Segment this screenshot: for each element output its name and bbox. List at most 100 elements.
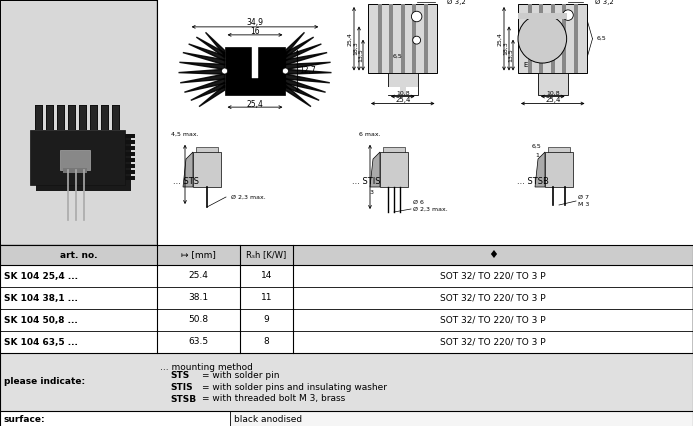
Bar <box>388 87 400 95</box>
Polygon shape <box>286 69 331 74</box>
Text: 10,8: 10,8 <box>396 91 410 96</box>
Bar <box>562 4 566 74</box>
Bar <box>91 106 97 130</box>
Text: 38.1: 38.1 <box>188 294 209 302</box>
Text: 11: 11 <box>261 294 272 302</box>
Text: SOT 32/ TO 220/ TO 3 P: SOT 32/ TO 220/ TO 3 P <box>440 271 546 280</box>
Polygon shape <box>206 32 225 55</box>
Polygon shape <box>286 62 331 69</box>
Text: 18,3: 18,3 <box>504 42 509 55</box>
Text: 25,4: 25,4 <box>347 32 353 46</box>
Text: 50.8: 50.8 <box>188 316 209 325</box>
Circle shape <box>413 36 421 44</box>
Polygon shape <box>179 69 225 74</box>
Text: 25,4: 25,4 <box>545 98 561 104</box>
Text: 25,4: 25,4 <box>395 98 410 104</box>
Text: STS: STS <box>170 371 189 380</box>
Bar <box>125 158 135 162</box>
Bar <box>1 310 692 331</box>
Text: 63.5: 63.5 <box>188 337 209 346</box>
Bar <box>80 106 86 130</box>
Bar <box>58 106 64 130</box>
Polygon shape <box>286 44 322 61</box>
Bar <box>518 13 567 19</box>
Bar <box>378 4 382 74</box>
Bar <box>125 146 135 150</box>
Text: art. no.: art. no. <box>60 250 97 259</box>
Bar <box>545 152 573 187</box>
Bar <box>196 147 218 152</box>
Polygon shape <box>191 82 225 101</box>
Polygon shape <box>286 85 311 106</box>
Text: ... STSB: ... STSB <box>517 178 549 187</box>
Text: 10,8: 10,8 <box>546 91 559 96</box>
Text: 4,5 max.: 4,5 max. <box>171 132 199 137</box>
Text: E: E <box>523 63 527 69</box>
Polygon shape <box>183 52 225 65</box>
Bar <box>125 152 135 156</box>
Text: surface:: surface: <box>4 415 46 424</box>
Bar <box>574 4 578 74</box>
Text: = with solder pin: = with solder pin <box>202 371 279 380</box>
Bar <box>1 1 156 244</box>
Polygon shape <box>286 32 304 55</box>
Bar <box>230 411 693 426</box>
Text: 18,3: 18,3 <box>353 42 358 55</box>
Bar <box>405 87 417 95</box>
Text: Ø 7: Ø 7 <box>578 195 589 199</box>
Bar <box>518 4 588 74</box>
Text: = with threaded bolt M 3, brass: = with threaded bolt M 3, brass <box>202 394 345 403</box>
Circle shape <box>412 11 422 22</box>
Bar <box>1 265 692 287</box>
Bar <box>35 105 43 130</box>
Text: 1,5: 1,5 <box>260 66 270 72</box>
Text: SK 104 63,5 ...: SK 104 63,5 ... <box>4 337 78 346</box>
Bar <box>368 4 437 74</box>
Bar <box>125 164 135 168</box>
Bar <box>0 245 693 265</box>
Bar <box>389 4 393 74</box>
Text: 13,5: 13,5 <box>358 49 364 62</box>
Text: ↦ [mm]: ↦ [mm] <box>181 250 216 259</box>
Polygon shape <box>199 85 225 106</box>
Text: STIS: STIS <box>170 383 193 391</box>
Bar <box>125 176 135 180</box>
Text: Ø 3,2: Ø 3,2 <box>447 0 466 5</box>
Polygon shape <box>286 82 319 101</box>
Bar <box>90 105 98 130</box>
Text: 6,5: 6,5 <box>597 36 606 41</box>
Bar <box>102 106 108 130</box>
Text: 25,4: 25,4 <box>498 32 502 46</box>
Bar <box>424 4 428 74</box>
Text: STSB: STSB <box>170 394 196 403</box>
Text: SK 104 38,1 ...: SK 104 38,1 ... <box>4 294 78 302</box>
Text: M 3: M 3 <box>578 202 589 207</box>
Text: 13,5: 13,5 <box>509 49 514 62</box>
Text: 6 max.: 6 max. <box>359 132 381 137</box>
Text: 14: 14 <box>261 271 272 280</box>
Text: 3: 3 <box>370 190 374 195</box>
Text: SOT 32/ TO 220/ TO 3 P: SOT 32/ TO 220/ TO 3 P <box>440 337 546 346</box>
Text: Rₛh [K/W]: Rₛh [K/W] <box>247 250 287 259</box>
Text: 34,9: 34,9 <box>247 18 263 27</box>
Bar <box>551 4 555 74</box>
Bar <box>60 150 90 170</box>
Bar <box>125 140 135 144</box>
Polygon shape <box>370 152 380 187</box>
Text: = with solder pins and insulating washer: = with solder pins and insulating washer <box>202 383 387 391</box>
Bar <box>0 353 693 411</box>
Bar <box>538 74 568 95</box>
Bar <box>547 147 570 152</box>
Bar <box>125 170 135 174</box>
Bar <box>252 47 258 78</box>
Text: ... STS: ... STS <box>173 178 199 187</box>
Bar <box>36 106 42 130</box>
Bar <box>225 47 286 95</box>
Polygon shape <box>286 78 326 92</box>
Text: SK 104 50,8 ...: SK 104 50,8 ... <box>4 316 78 325</box>
Circle shape <box>222 68 227 74</box>
Bar <box>46 105 54 130</box>
Text: please indicate:: please indicate: <box>4 377 85 386</box>
Circle shape <box>283 68 288 74</box>
Polygon shape <box>535 152 545 187</box>
